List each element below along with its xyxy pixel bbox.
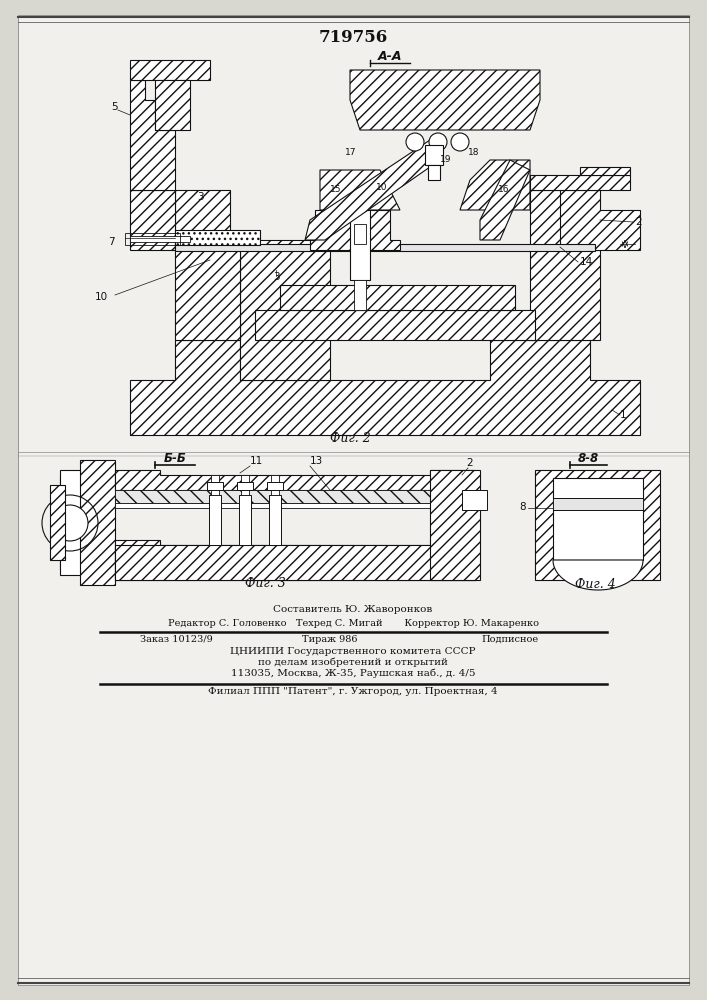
Bar	[280, 285, 515, 310]
Text: 10: 10	[95, 292, 108, 302]
Text: А-А: А-А	[378, 50, 402, 63]
Circle shape	[451, 133, 469, 151]
Text: ЦНИИПИ Государственного комитета СССР: ЦНИИПИ Государственного комитета СССР	[230, 647, 476, 656]
Text: Филиал ППП "Патент", г. Ужгород, ул. Проектная, 4: Филиал ППП "Патент", г. Ужгород, ул. Про…	[208, 687, 498, 696]
Text: 19: 19	[440, 155, 452, 164]
Text: Составитель Ю. Жаворонков: Составитель Ю. Жаворонков	[274, 605, 433, 614]
Text: 5: 5	[112, 102, 118, 112]
Polygon shape	[115, 545, 475, 580]
Text: 14: 14	[580, 257, 593, 267]
Bar	[271, 475, 279, 495]
Bar	[354, 224, 366, 244]
Polygon shape	[130, 190, 175, 250]
Text: Подписное: Подписное	[481, 635, 539, 644]
Bar	[462, 490, 487, 510]
Circle shape	[52, 505, 88, 541]
Polygon shape	[115, 540, 475, 580]
Bar	[241, 475, 249, 495]
Bar	[354, 280, 366, 310]
Bar	[211, 475, 219, 495]
Polygon shape	[60, 460, 115, 585]
Bar	[175, 244, 595, 251]
Text: 16: 16	[498, 185, 510, 194]
Polygon shape	[130, 60, 210, 80]
Text: Фиг. 2: Фиг. 2	[329, 432, 370, 445]
Text: 719756: 719756	[318, 29, 387, 46]
Text: 18: 18	[468, 148, 479, 157]
Bar	[553, 478, 643, 500]
Bar	[428, 165, 440, 180]
Polygon shape	[130, 340, 640, 435]
Text: 13: 13	[310, 456, 323, 466]
Bar	[553, 500, 643, 560]
Bar	[553, 498, 643, 510]
Circle shape	[429, 133, 447, 151]
Bar	[350, 210, 370, 280]
Bar	[269, 495, 281, 545]
Bar	[255, 310, 535, 340]
Polygon shape	[535, 470, 660, 580]
Text: 10: 10	[376, 183, 387, 192]
Polygon shape	[560, 190, 640, 250]
Text: Заказ 10123/9: Заказ 10123/9	[140, 635, 213, 644]
Polygon shape	[310, 210, 400, 250]
Text: 17: 17	[345, 148, 356, 157]
Text: 113035, Москва, Ж-35, Раушская наб., д. 4/5: 113035, Москва, Ж-35, Раушская наб., д. …	[230, 668, 475, 678]
Text: Б-Б: Б-Б	[163, 452, 187, 465]
Polygon shape	[430, 470, 480, 580]
Bar	[530, 175, 630, 190]
Text: Фиг. 4: Фиг. 4	[575, 578, 615, 591]
Text: 8-8: 8-8	[578, 452, 599, 465]
Text: Редактор С. Головенко   Техред С. Мигай       Корректор Ю. Макаренко: Редактор С. Головенко Техред С. Мигай Ко…	[168, 618, 539, 628]
Text: 1: 1	[620, 410, 626, 420]
Bar	[267, 482, 283, 490]
Bar	[237, 482, 253, 490]
Polygon shape	[460, 160, 530, 210]
Text: 3: 3	[273, 272, 279, 282]
Bar	[207, 482, 223, 490]
Bar	[175, 230, 260, 245]
Text: 11: 11	[250, 456, 263, 466]
Bar	[115, 503, 475, 508]
Text: 15: 15	[330, 185, 341, 194]
Text: 8: 8	[520, 502, 526, 512]
Polygon shape	[530, 190, 600, 340]
Polygon shape	[480, 160, 530, 240]
Bar	[130, 236, 190, 242]
Circle shape	[406, 133, 424, 151]
Polygon shape	[350, 70, 540, 130]
Polygon shape	[155, 80, 190, 130]
Polygon shape	[115, 470, 475, 490]
Text: Тираж 986: Тираж 986	[303, 635, 358, 644]
Bar	[425, 145, 443, 165]
Polygon shape	[553, 560, 643, 590]
Bar	[115, 490, 475, 503]
Polygon shape	[240, 240, 330, 380]
Polygon shape	[130, 80, 175, 190]
Text: Фиг. 3: Фиг. 3	[245, 577, 286, 590]
Bar	[239, 495, 251, 545]
Text: 3: 3	[197, 192, 204, 202]
Polygon shape	[305, 140, 440, 240]
Text: 7: 7	[108, 237, 115, 247]
Polygon shape	[320, 170, 400, 210]
Bar	[580, 167, 630, 175]
Text: 2: 2	[466, 458, 472, 468]
Bar	[209, 495, 221, 545]
Polygon shape	[50, 485, 65, 560]
Bar	[125, 233, 180, 245]
Polygon shape	[60, 470, 80, 575]
Bar	[175, 230, 260, 245]
Text: 2: 2	[635, 217, 642, 227]
Text: по делам изобретений и открытий: по делам изобретений и открытий	[258, 658, 448, 667]
Polygon shape	[175, 190, 240, 340]
